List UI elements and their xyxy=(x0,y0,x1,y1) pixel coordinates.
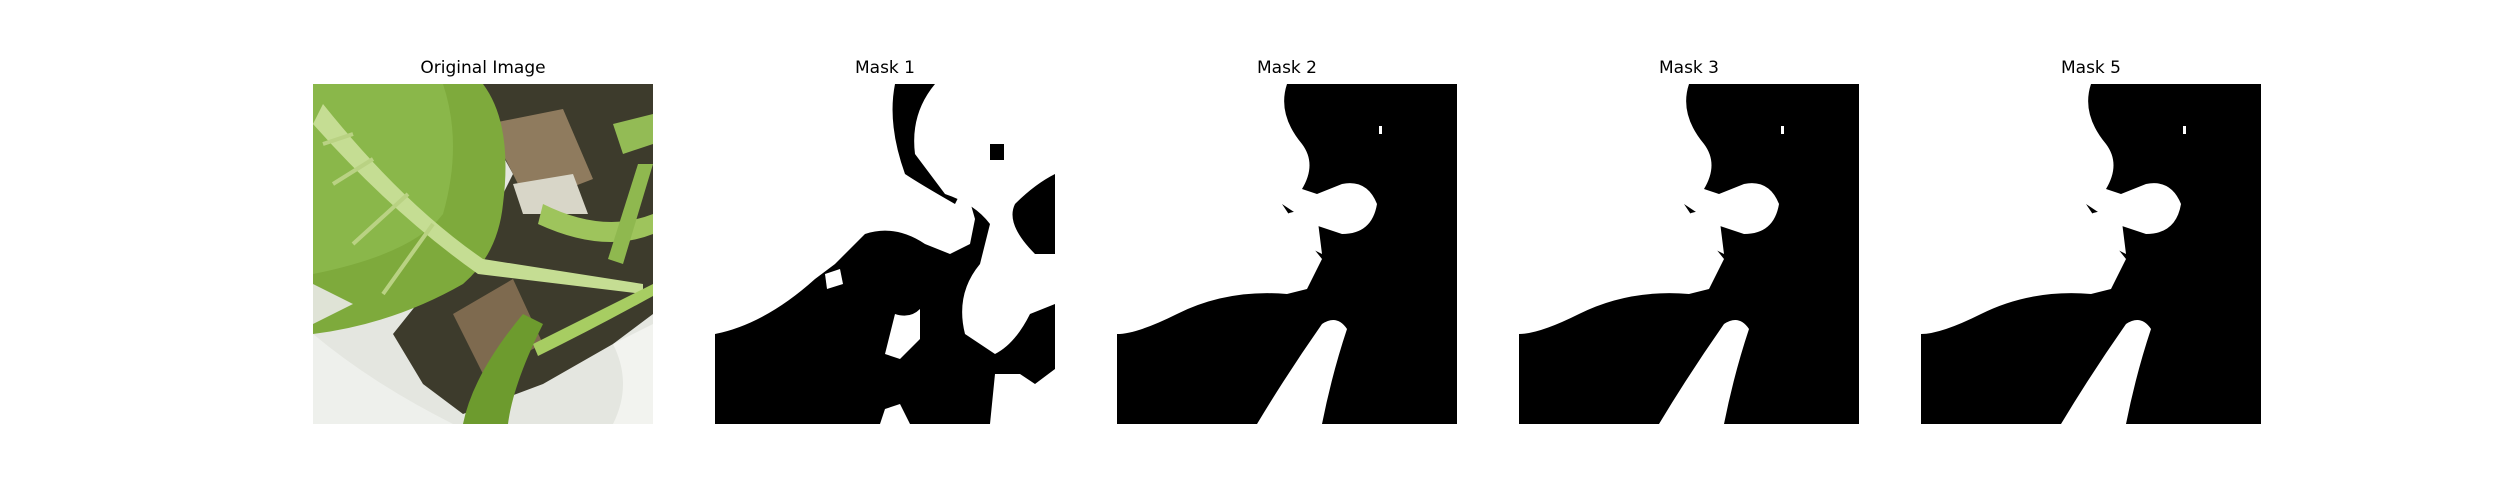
mask-image-5 xyxy=(1921,84,2261,424)
mask-image-1 xyxy=(715,84,1055,424)
mask-image-3 xyxy=(1519,84,1859,424)
panel-title: Mask 5 xyxy=(2060,58,2121,78)
panel-title: Mask 1 xyxy=(854,58,915,78)
panel-title: Mask 3 xyxy=(1658,58,1719,78)
mask-image-2 xyxy=(1117,84,1457,424)
panel-title: Mask 2 xyxy=(1256,58,1317,78)
panel-title: Original Image xyxy=(420,58,546,78)
original-photo xyxy=(313,84,653,424)
